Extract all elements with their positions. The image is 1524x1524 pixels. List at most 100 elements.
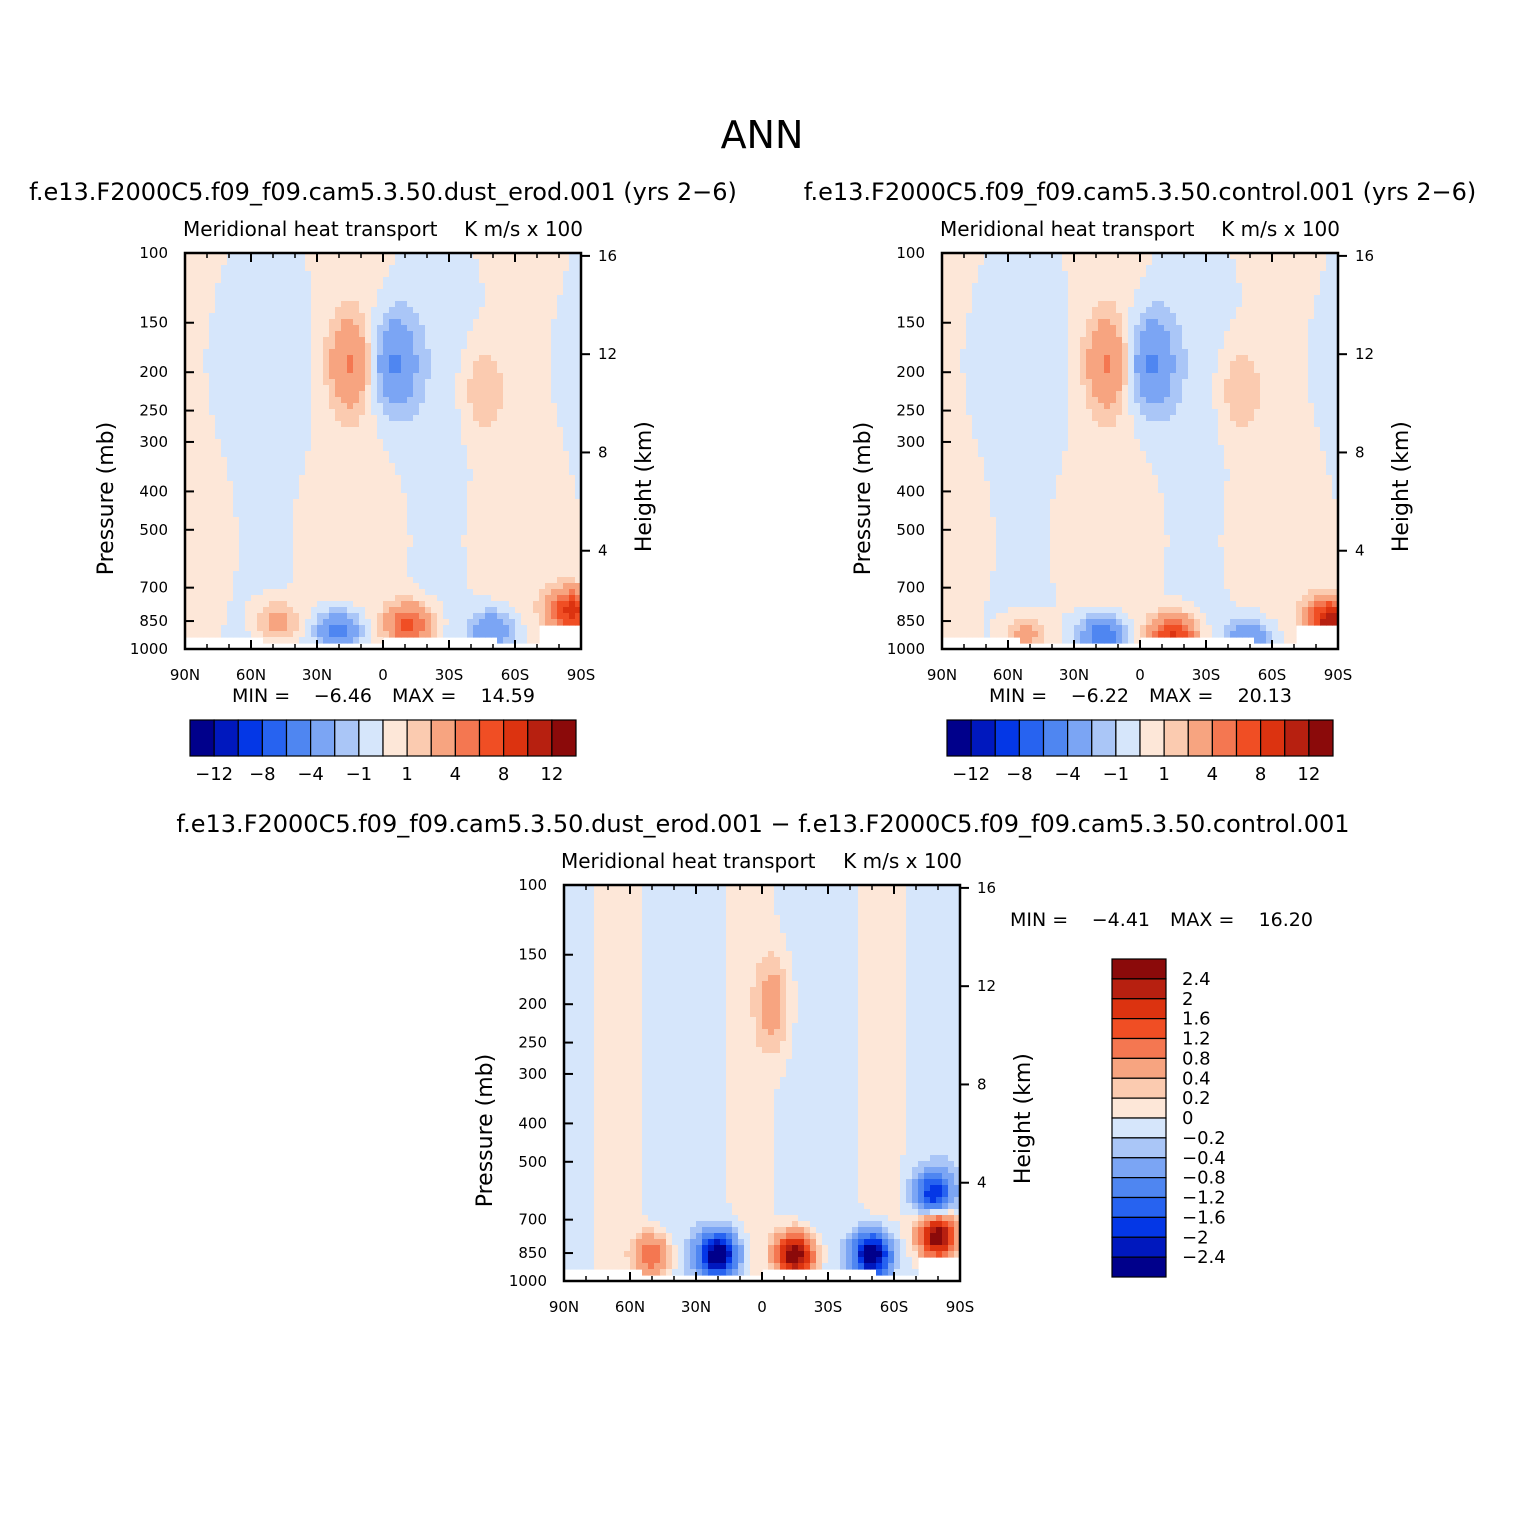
contour-cell xyxy=(467,625,474,632)
contour-cell xyxy=(335,451,342,458)
contour-cell xyxy=(551,559,558,566)
contour-cell xyxy=(215,463,222,470)
contour-cell xyxy=(467,415,474,422)
contour-cell xyxy=(443,451,450,458)
contour-cell xyxy=(467,355,474,362)
contour-cell xyxy=(203,565,210,572)
contour-cell xyxy=(395,445,402,452)
contour-cell xyxy=(269,391,276,398)
contour-cell xyxy=(203,415,210,422)
contour-cell xyxy=(197,613,204,620)
contour-cell xyxy=(407,301,414,308)
contour-cell xyxy=(491,589,498,596)
contour-cell xyxy=(527,637,534,644)
contour-cell xyxy=(467,493,474,500)
contour-cell xyxy=(191,559,198,566)
contour-cell xyxy=(575,463,582,470)
contour-cell xyxy=(353,259,360,266)
contour-cell xyxy=(479,511,486,518)
contour-cell xyxy=(299,289,306,296)
contour-cell xyxy=(455,427,462,434)
contour-cell xyxy=(293,343,300,350)
contour-cell xyxy=(473,343,480,350)
contour-cell xyxy=(353,553,360,560)
contour-cell xyxy=(473,391,480,398)
contour-cell xyxy=(233,427,240,434)
contour-cell xyxy=(942,601,949,608)
contour-cell xyxy=(311,421,318,428)
contour-cell xyxy=(221,277,228,284)
contour-cell xyxy=(485,301,492,308)
contour-cell xyxy=(533,559,540,566)
contour-cell xyxy=(233,265,240,272)
contour-cell xyxy=(383,301,390,308)
y-tick-label: 850 xyxy=(139,612,168,630)
contour-cell xyxy=(563,505,570,512)
y-tick-label: 300 xyxy=(139,433,168,451)
contour-cell xyxy=(443,487,450,494)
contour-cell xyxy=(551,457,558,464)
contour-cell xyxy=(966,529,973,536)
contour-cell xyxy=(575,409,582,416)
contour-cell xyxy=(215,451,222,458)
contour-cell xyxy=(984,319,991,326)
contour-cell xyxy=(431,481,438,488)
contour-cell xyxy=(485,463,492,470)
contour-cell xyxy=(966,355,973,362)
contour-cell xyxy=(467,541,474,548)
contour-cell xyxy=(227,253,234,260)
contour-cell xyxy=(185,487,192,494)
contour-cell xyxy=(996,427,1003,434)
contour-cell xyxy=(227,271,234,278)
contour-cell xyxy=(389,421,396,428)
contour-cell xyxy=(209,319,216,326)
contour-cell xyxy=(960,397,967,404)
contour-cell xyxy=(497,499,504,506)
contour-cell xyxy=(545,619,552,626)
contour-cell xyxy=(990,631,997,638)
contour-cell xyxy=(569,343,576,350)
contour-cell xyxy=(966,523,973,530)
contour-cell xyxy=(197,487,204,494)
contour-cell xyxy=(521,367,528,374)
contour-cell xyxy=(407,331,414,338)
contour-cell xyxy=(197,289,204,296)
contour-cell xyxy=(239,565,246,572)
contour-cell xyxy=(569,349,576,356)
contour-cell xyxy=(569,577,576,584)
y-tick-label: 250 xyxy=(139,402,168,420)
contour-cell xyxy=(491,595,498,602)
contour-cell xyxy=(347,565,354,572)
contour-cell xyxy=(263,331,270,338)
contour-cell xyxy=(347,535,354,542)
contour-cell xyxy=(413,307,420,314)
contour-cell xyxy=(491,439,498,446)
contour-cell xyxy=(251,337,258,344)
contour-cell xyxy=(467,283,474,290)
contour-cell xyxy=(569,601,576,608)
contour-cell xyxy=(419,535,426,542)
contour-cell xyxy=(413,625,420,632)
contour-cell xyxy=(515,283,522,290)
contour-cell xyxy=(954,361,961,368)
contour-cell xyxy=(497,373,504,380)
contour-cell xyxy=(347,325,354,332)
contour-cell xyxy=(972,325,979,332)
contour-cell xyxy=(323,379,330,386)
contour-cell xyxy=(377,439,384,446)
contour-cell xyxy=(539,613,546,620)
contour-cell xyxy=(479,373,486,380)
contour-cell xyxy=(245,493,252,500)
contour-cell xyxy=(413,397,420,404)
contour-cell xyxy=(978,433,985,440)
contour-cell xyxy=(461,331,468,338)
contour-cell xyxy=(407,631,414,638)
colorbar-box xyxy=(237,719,263,757)
contour-cell xyxy=(419,307,426,314)
contour-cell xyxy=(497,625,504,632)
contour-cell xyxy=(990,307,997,314)
contour-cell xyxy=(419,529,426,536)
contour-cell xyxy=(425,625,432,632)
contour-cell xyxy=(575,517,582,524)
contour-cell xyxy=(257,583,264,590)
